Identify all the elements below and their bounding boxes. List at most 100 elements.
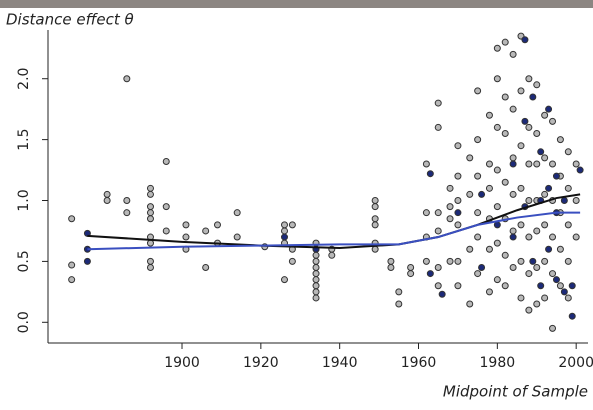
point xyxy=(529,93,537,101)
point xyxy=(552,172,560,180)
x-tick-label: 2000 xyxy=(558,355,593,371)
point xyxy=(564,221,572,229)
point xyxy=(182,221,190,229)
point xyxy=(501,282,509,290)
point xyxy=(485,184,493,192)
point xyxy=(233,233,241,241)
point xyxy=(454,142,462,150)
point xyxy=(434,209,442,217)
point xyxy=(509,160,517,168)
point xyxy=(466,154,474,162)
point xyxy=(454,197,462,205)
point xyxy=(312,263,320,271)
point xyxy=(549,117,557,125)
point xyxy=(288,221,296,229)
point xyxy=(454,209,462,217)
point xyxy=(103,190,111,198)
point xyxy=(493,221,501,229)
point xyxy=(525,160,533,168)
point xyxy=(474,136,482,144)
point xyxy=(517,221,525,229)
point xyxy=(533,227,541,235)
point xyxy=(501,93,509,101)
point xyxy=(564,294,572,302)
point xyxy=(509,190,517,198)
point xyxy=(422,160,430,168)
point xyxy=(493,44,501,52)
point xyxy=(454,221,462,229)
point xyxy=(564,148,572,156)
point xyxy=(517,294,525,302)
top-band xyxy=(0,0,593,8)
point xyxy=(517,87,525,95)
point xyxy=(466,245,474,253)
point xyxy=(525,306,533,314)
x-tick-label: 1900 xyxy=(164,355,200,371)
point xyxy=(545,184,553,192)
point xyxy=(545,245,553,253)
point xyxy=(568,282,576,290)
point xyxy=(434,227,442,235)
point xyxy=(466,300,474,308)
x-tick-label: 1920 xyxy=(243,355,279,371)
point xyxy=(485,111,493,119)
point xyxy=(552,276,560,284)
point xyxy=(407,270,415,278)
point xyxy=(485,245,493,253)
point xyxy=(529,257,537,265)
point xyxy=(493,203,501,211)
point xyxy=(556,245,564,253)
point xyxy=(533,160,541,168)
y-tick-label: 1.0 xyxy=(16,189,32,211)
point xyxy=(478,263,486,271)
point xyxy=(560,288,568,296)
point xyxy=(446,257,454,265)
point xyxy=(280,233,288,241)
point xyxy=(434,282,442,290)
point xyxy=(162,203,170,211)
point xyxy=(517,257,525,265)
point xyxy=(454,282,462,290)
point xyxy=(68,276,76,284)
point xyxy=(572,197,580,205)
point xyxy=(280,221,288,229)
point xyxy=(288,257,296,265)
point xyxy=(509,233,517,241)
point xyxy=(83,257,91,265)
point xyxy=(478,190,486,198)
point xyxy=(474,172,482,180)
point xyxy=(395,288,403,296)
point xyxy=(509,227,517,235)
point xyxy=(493,239,501,247)
point xyxy=(182,233,190,241)
point xyxy=(328,251,336,259)
point xyxy=(493,276,501,284)
point xyxy=(312,251,320,259)
point xyxy=(549,324,557,332)
point xyxy=(280,276,288,284)
point xyxy=(123,209,131,217)
point xyxy=(146,203,154,211)
point xyxy=(509,263,517,271)
point xyxy=(312,282,320,290)
point xyxy=(202,263,210,271)
point xyxy=(533,300,541,308)
y-tick-label: 0.5 xyxy=(16,250,32,272)
point xyxy=(541,190,549,198)
x-tick-label: 1960 xyxy=(401,355,437,371)
point xyxy=(474,87,482,95)
x-tick-label: 1940 xyxy=(322,355,358,371)
point xyxy=(434,263,442,271)
point xyxy=(501,178,509,186)
y-axis-title: Distance effect θ xyxy=(6,11,134,29)
point xyxy=(233,209,241,217)
x-axis-title: Midpoint of Sample xyxy=(443,383,588,401)
point xyxy=(509,50,517,58)
point xyxy=(162,227,170,235)
point xyxy=(525,123,533,131)
point xyxy=(422,257,430,265)
point xyxy=(541,257,549,265)
point xyxy=(537,282,545,290)
point xyxy=(556,282,564,290)
